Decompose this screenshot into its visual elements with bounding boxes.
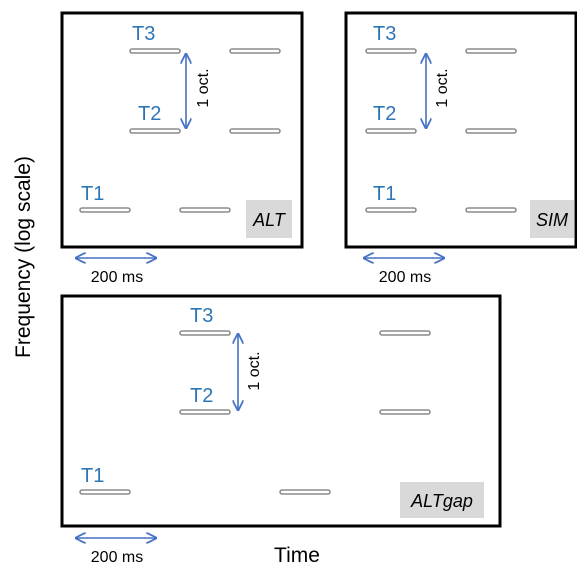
x-axis-label: Time [274,544,320,566]
tone-label-t2: T2 [138,103,161,125]
condition-label-altgap: ALTgap [410,491,473,511]
tone-bar [465,128,517,134]
tone-bar [79,207,131,213]
octave-label: 1 oct. [434,68,451,107]
tone-label-t2: T2 [190,385,213,407]
tone-label-t1: T1 [81,465,104,487]
time-scale-label: 200 ms [91,269,143,286]
tone-bar [79,489,131,495]
tone-bar [465,207,517,213]
tone-bar [179,409,231,415]
tone-bar [179,330,231,336]
condition-label-sim: SIM [536,210,568,230]
tone-bar [465,48,517,54]
condition-label-alt: ALT [252,210,287,230]
time-scale-label: 200 ms [379,269,431,286]
tone-bar [379,330,431,336]
tone-bar [379,409,431,415]
tone-label-t3: T3 [373,23,396,45]
tone-bar [229,48,281,54]
time-scale-label: 200 ms [91,549,143,566]
tone-bar [179,207,231,213]
condition-label-box [246,200,292,238]
y-axis-label: Frequency (log scale) [12,156,35,358]
panel-altgap: T1 T2 T3 1 oct. ALTgap 200 ms [60,294,502,566]
tone-bar [365,48,417,54]
tone-bar [229,128,281,134]
tone-bar [365,128,417,134]
tone-label-t1: T1 [373,183,396,205]
condition-label-box [400,482,484,518]
tone-label-t3: T3 [190,305,213,327]
tone-bar [365,207,417,213]
tone-label-t1: T1 [81,183,104,205]
tone-label-t2: T2 [373,103,396,125]
panel-alt: T1 T2 T3 1 oct. ALT 200 ms [60,11,304,286]
octave-label: 1 oct. [195,68,212,107]
condition-label-box [530,200,574,238]
tone-label-t3: T3 [132,23,155,45]
tone-bar [129,128,181,134]
tone-bar [279,489,331,495]
tone-bar [129,48,181,54]
panel-sim: T1 T2 T3 1 oct. SIM 200 ms [344,11,577,286]
octave-label: 1 oct. [246,351,263,390]
